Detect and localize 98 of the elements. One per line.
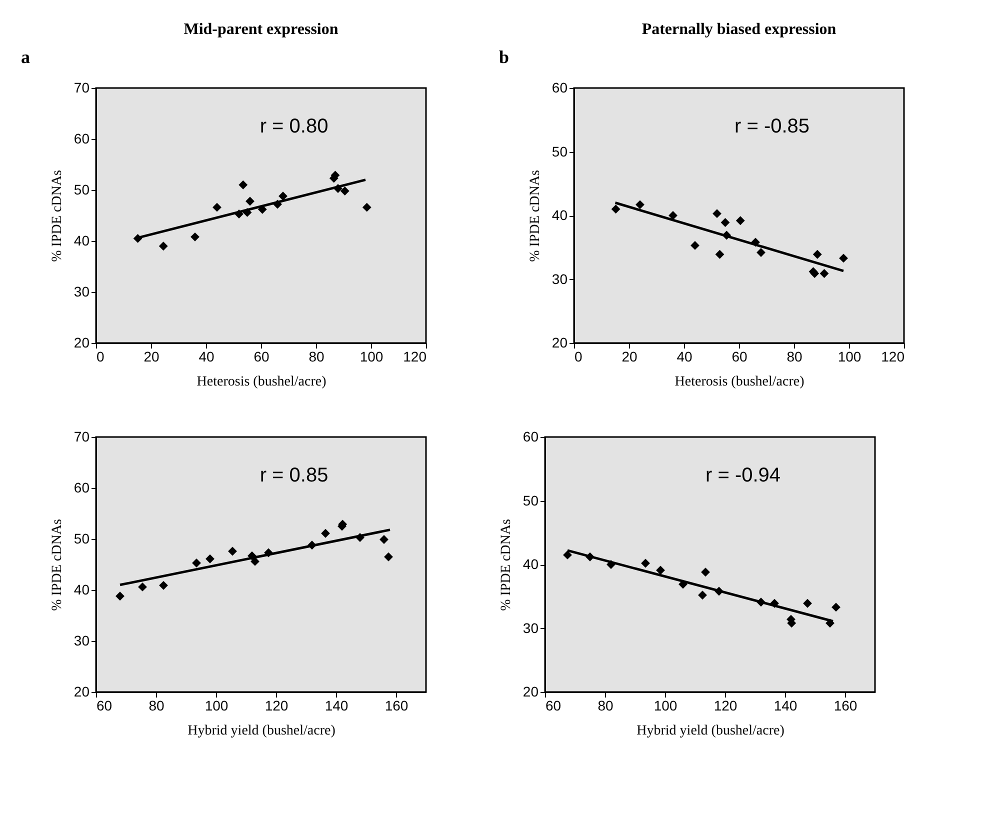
x-tick-label: 80: [308, 348, 324, 364]
y-tick-label: 30: [74, 284, 90, 300]
point: [190, 232, 200, 242]
point: [698, 590, 707, 600]
x-axis-title: Heterosis (bushel/acre): [674, 374, 805, 390]
point: [839, 254, 848, 263]
x-tick-label: 140: [324, 698, 348, 714]
text: b: [499, 47, 510, 67]
point: [812, 250, 822, 259]
y-tick-label: 70: [74, 428, 90, 444]
x-tick-label: 120: [264, 698, 288, 714]
y-tick-label: 40: [74, 582, 90, 598]
point: [159, 580, 168, 590]
point: [690, 240, 700, 250]
y-tick-label: 20: [552, 334, 568, 350]
x-tick-label: 120: [403, 348, 427, 364]
y-tick-label: 30: [552, 270, 568, 287]
point: [756, 248, 766, 257]
point: [712, 209, 722, 218]
point: [636, 200, 644, 210]
y-axis-title: % IPDE cDNAs: [498, 519, 514, 611]
x-tick-label: 140: [774, 698, 798, 714]
x-tick-label: 120: [881, 348, 905, 364]
x-tick-label: 40: [198, 348, 214, 364]
x-axis-title: Hybrid yield (bushel/acre): [636, 724, 785, 738]
point: [321, 528, 330, 538]
point: [715, 250, 724, 259]
x-tick-label: 20: [144, 348, 160, 364]
x-tick-label: 20: [622, 348, 638, 364]
x-tick-label: 0: [574, 348, 582, 364]
point: [212, 202, 222, 212]
point: [206, 554, 214, 564]
x-tick-label: 60: [254, 348, 270, 364]
y-tick-label: 20: [74, 334, 90, 350]
x-tick-label: 0: [96, 348, 104, 364]
x-tick-label: 80: [148, 698, 164, 714]
point: [192, 558, 201, 568]
text: a: [21, 47, 30, 67]
x-tick-label: 160: [384, 698, 408, 714]
point: [138, 582, 147, 592]
y-tick-label: 50: [552, 143, 568, 160]
y-tick-label: 60: [74, 480, 90, 496]
point: [832, 602, 840, 612]
point: [641, 558, 650, 568]
point: [380, 535, 388, 544]
annotation: r = -0.94: [705, 464, 781, 486]
y-tick-label: 40: [552, 207, 568, 223]
point: [362, 202, 372, 212]
y-tick-label: 70: [74, 80, 90, 96]
x-axis-title: Heterosis (bushel/acre): [196, 374, 327, 390]
point: [238, 180, 248, 190]
x-tick-label: 100: [838, 348, 862, 364]
point: [736, 216, 745, 226]
y-tick-label: 20: [74, 684, 90, 700]
x-axis-title: Hybrid yield (bushel/acre): [188, 724, 336, 738]
point: [116, 592, 124, 601]
y-tick-label: 50: [74, 530, 90, 546]
x-tick-label: 60: [732, 348, 748, 364]
y-tick-label: 50: [74, 182, 90, 198]
point: [611, 204, 620, 214]
point: [820, 269, 829, 278]
y-tick-label: 50: [522, 492, 539, 508]
x-tick-label: 80: [598, 698, 614, 714]
point: [563, 550, 572, 560]
point: [340, 186, 350, 196]
point: [158, 242, 168, 251]
point: [278, 192, 288, 201]
point: [246, 196, 254, 206]
y-tick-label: 60: [522, 428, 539, 444]
y-tick-label: 40: [74, 232, 90, 248]
x-tick-label: 40: [676, 348, 692, 364]
annotation: r = 0.85: [260, 464, 328, 486]
point: [656, 566, 665, 575]
y-tick-label: 30: [74, 632, 90, 648]
x-tick-label: 60: [96, 698, 112, 714]
y-tick-label: 30: [522, 620, 539, 636]
x-tick-label: 100: [204, 698, 228, 714]
point: [701, 568, 710, 577]
x-tick-label: 80: [786, 348, 802, 364]
x-tick-label: 100: [654, 698, 678, 714]
annotation: r = -0.85: [734, 115, 810, 138]
x-tick-label: 120: [714, 698, 738, 714]
x-tick-label: 160: [834, 698, 858, 714]
y-tick-label: 60: [74, 130, 90, 146]
chart-title: Paternally biased expression: [642, 21, 836, 38]
point: [228, 546, 237, 556]
y-tick-label: 40: [522, 556, 539, 572]
annotation: r = 0.80: [260, 115, 328, 138]
point: [720, 218, 730, 227]
y-axis-title: % IPDE cDNAs: [528, 170, 543, 262]
y-tick-label: 20: [522, 684, 539, 700]
chart-title: Mid-parent expression: [184, 21, 338, 38]
y-axis-title: % IPDE cDNAs: [50, 519, 65, 611]
y-tick-label: 60: [552, 80, 568, 96]
x-tick-label: 100: [360, 348, 384, 364]
point: [803, 598, 812, 608]
y-axis-title: % IPDE cDNAs: [50, 170, 65, 262]
point: [384, 552, 393, 562]
